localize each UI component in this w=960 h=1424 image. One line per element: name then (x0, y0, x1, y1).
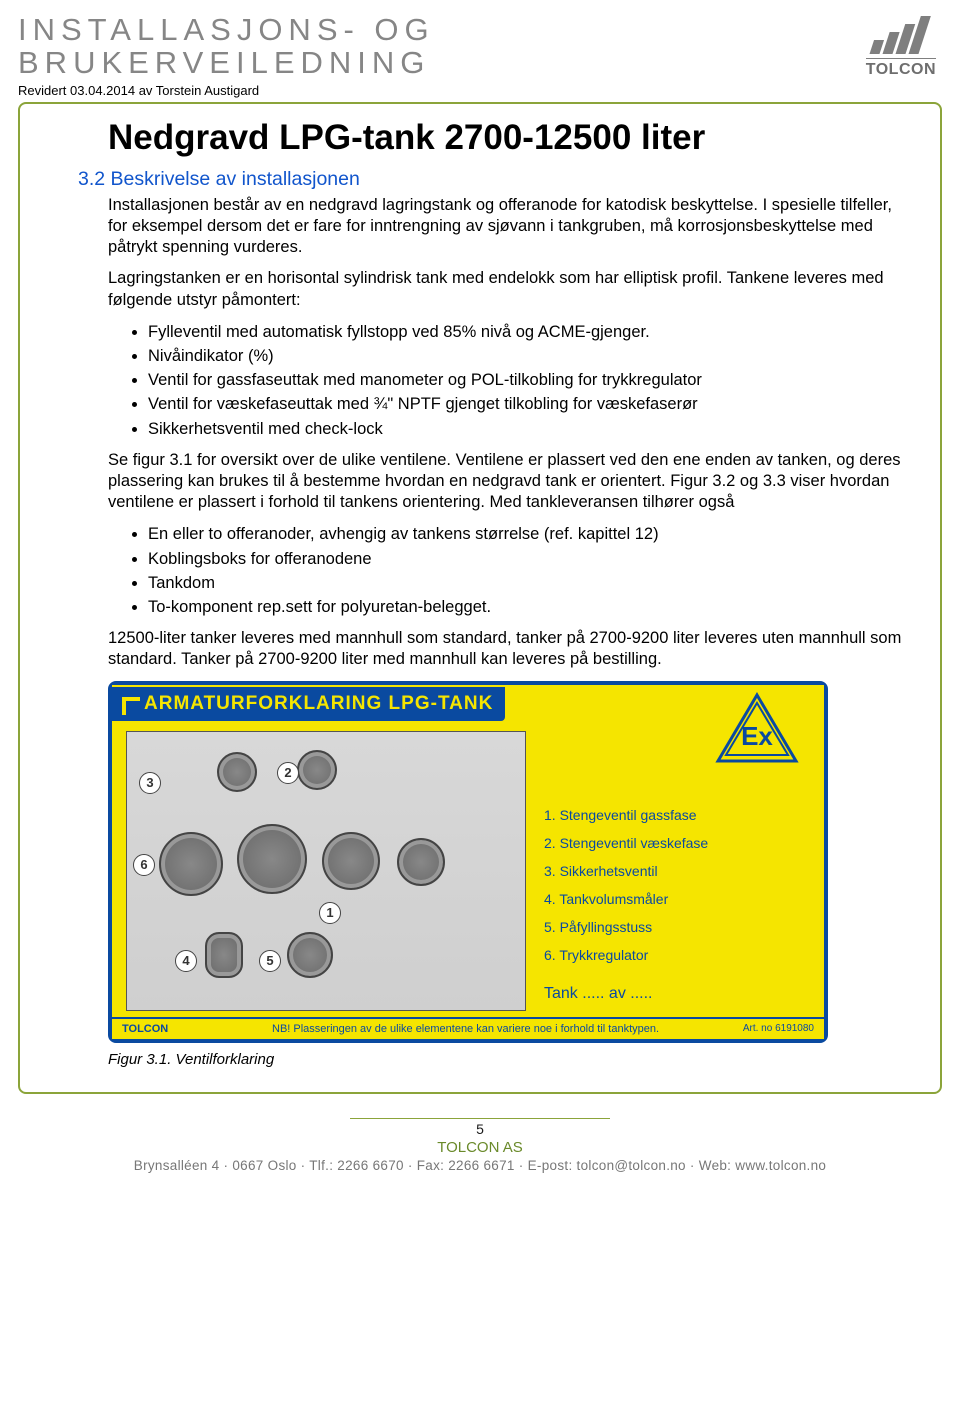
revised-line: Revidert 03.04.2014 av Torstein Austigar… (18, 83, 942, 98)
list-item: Sikkerhetsventil med check-lock (148, 418, 902, 440)
list-item: En eller to offeranoder, avhengig av tan… (148, 523, 902, 545)
section-title: Beskrivelse av installasjonen (111, 168, 360, 190)
figure-body: 3 2 6 1 4 5 Ex (112, 723, 824, 1017)
marker-5: 5 (259, 950, 281, 972)
marker-1: 1 (319, 902, 341, 924)
valve-icon (287, 932, 333, 978)
figure-container: ARMATURFORKLARING LPG-TANK 3 (108, 681, 902, 1043)
list-item: Nivåindikator (%) (148, 345, 902, 367)
marker-6: 6 (133, 854, 155, 876)
list-item: To-komponent rep.sett for polyuretan-bel… (148, 596, 902, 618)
tolcon-logo: TOLCON (866, 14, 936, 79)
legend-item: 2. Stengeventil væskefase (544, 835, 810, 851)
list-item: Tankdom (148, 572, 902, 594)
header-title-line1: INSTALLASJONS- OG (18, 14, 435, 47)
figure-legend: 1. Stengeventil gassfase 2. Stengeventil… (544, 731, 810, 1011)
logo-bars-icon (870, 14, 932, 54)
list-item: Ventil for væskefaseuttak med ¾" NPTF gj… (148, 393, 902, 415)
section-heading: 3.2 Beskrivelse av installasjonen (78, 168, 922, 191)
list-item: Ventil for gassfaseuttak med manometer o… (148, 369, 902, 391)
company-name: TOLCON AS (18, 1139, 942, 1156)
valve-icon (205, 932, 243, 978)
legend-item: 6. Trykkregulator (544, 947, 810, 963)
company-address: Brynsalléen 4 · 0667 Oslo · Tlf.: 2266 6… (18, 1158, 942, 1173)
paragraph-4: 12500-liter tanker leveres med mannhull … (108, 628, 902, 670)
figure-footer-brand: TOLCON (122, 1023, 168, 1035)
ex-warning-icon: Ex (714, 691, 800, 767)
valve-icon (217, 752, 257, 792)
valve-icon (322, 832, 380, 890)
section-number: 3.2 (78, 168, 105, 190)
bullet-list-1: Fylleventil med automatisk fyllstopp ved… (148, 321, 902, 440)
header-title-line2: BRUKERVEILEDNING (18, 47, 435, 80)
valve-diagram: 3 2 6 1 4 5 (126, 731, 526, 1011)
valve-icon (297, 750, 337, 790)
tank-blank-line: Tank ..... av ..... (544, 985, 810, 1003)
document-title: Nedgravd LPG-tank 2700-12500 liter (108, 118, 922, 158)
legend-item: 1. Stengeventil gassfase (544, 807, 810, 823)
content-frame: Nedgravd LPG-tank 2700-12500 liter 3.2 B… (18, 102, 942, 1093)
paragraph-1: Installasjonen består av en nedgravd lag… (108, 195, 902, 258)
figure-footer-art: Art. no 6191080 (743, 1023, 814, 1034)
figure-footer: TOLCON NB! Plasseringen av de ulike elem… (112, 1017, 824, 1039)
header-title-block: INSTALLASJONS- OG BRUKERVEILEDNING (18, 14, 435, 79)
legend-item: 5. Påfyllingsstuss (544, 919, 810, 935)
marker-2: 2 (277, 762, 299, 784)
legend-item: 4. Tankvolumsmåler (544, 891, 810, 907)
figure-title: ARMATURFORKLARING LPG-TANK (112, 687, 505, 721)
figure-footer-note: NB! Plasseringen av de ulike elementene … (188, 1023, 743, 1035)
paragraph-3: Se figur 3.1 for oversikt over de ulike … (108, 450, 902, 513)
svg-text:Ex: Ex (741, 721, 773, 751)
page-number: 5 (350, 1118, 610, 1137)
marker-4: 4 (175, 950, 197, 972)
marker-3: 3 (139, 772, 161, 794)
valve-icon (159, 832, 223, 896)
logo-text: TOLCON (866, 58, 936, 79)
valve-icon (237, 824, 307, 894)
page: INSTALLASJONS- OG BRUKERVEILEDNING TOLCO… (0, 0, 960, 1213)
figure-caption: Figur 3.1. Ventilforklaring (108, 1051, 922, 1068)
legend-item: 3. Sikkerhetsventil (544, 863, 810, 879)
list-item: Koblingsboks for offeranodene (148, 548, 902, 570)
paragraph-2: Lagringstanken er en horisontal sylindri… (108, 268, 902, 310)
figure-armaturforklaring: ARMATURFORKLARING LPG-TANK 3 (108, 681, 828, 1043)
header: INSTALLASJONS- OG BRUKERVEILEDNING TOLCO… (18, 14, 942, 79)
valve-icon (397, 838, 445, 886)
list-item: Fylleventil med automatisk fyllstopp ved… (148, 321, 902, 343)
bullet-list-2: En eller to offeranoder, avhengig av tan… (148, 523, 902, 618)
